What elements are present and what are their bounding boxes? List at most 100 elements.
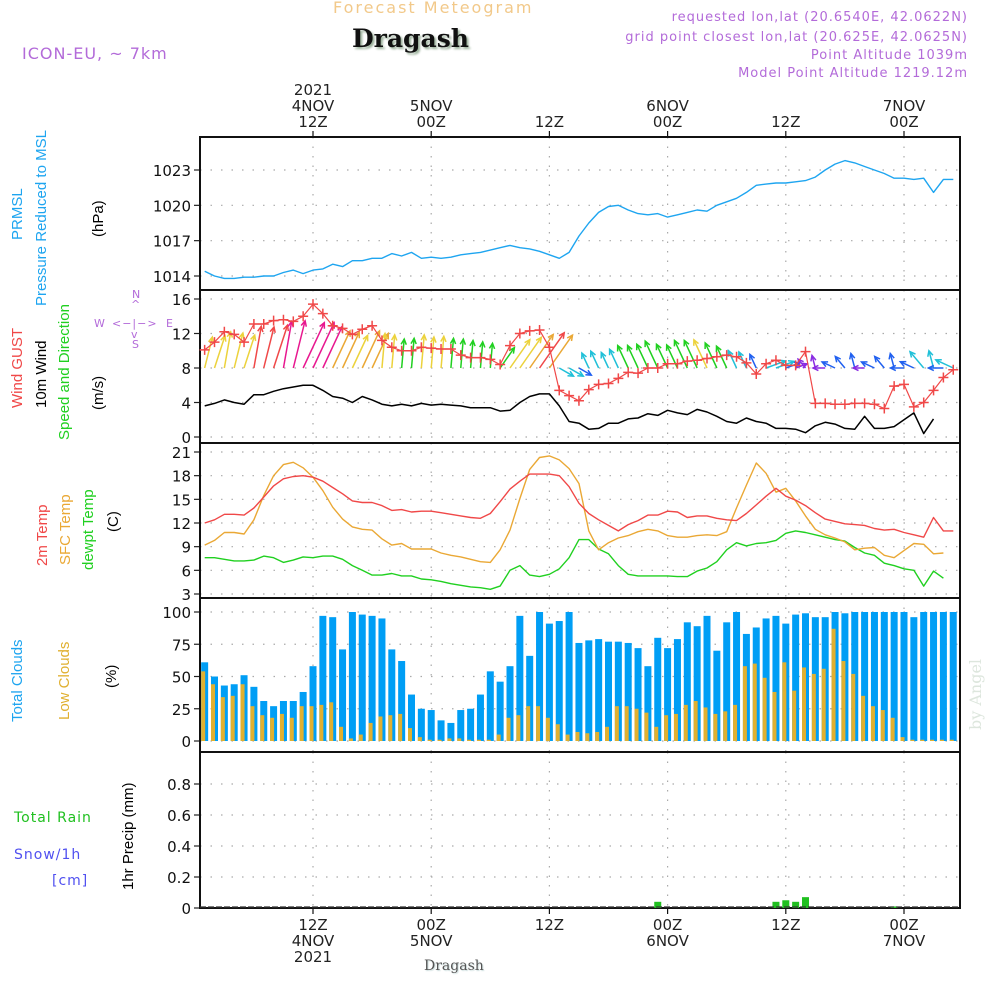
wind-arrow-shaft: [410, 338, 415, 369]
wind-arrow-head: [787, 360, 796, 367]
wind-arrow: [851, 364, 865, 372]
low-cloud-bar: [880, 710, 885, 741]
wind-arrow-shaft: [460, 339, 465, 369]
low-cloud-bar: [211, 684, 215, 741]
wind-arrow-shaft: [889, 353, 895, 369]
wind-ytick-label: 0: [181, 429, 191, 447]
total-cloud-bar: [920, 612, 928, 741]
total-cloud-bar: [713, 650, 721, 741]
pressure-ytick-label: 1020: [153, 197, 191, 215]
wind-arrow: [926, 364, 944, 372]
total-cloud-bar: [339, 649, 347, 741]
wind-arrow-shaft: [243, 334, 256, 369]
wind-arrow-head: [381, 331, 388, 340]
wind-arrow-head: [547, 333, 555, 341]
wind-arrow: [626, 343, 639, 369]
gust-marker: [889, 381, 900, 392]
low-cloud-bar: [949, 739, 954, 741]
low-cloud-bar: [457, 738, 462, 741]
gust-marker: [248, 319, 259, 330]
total-cloud-bar: [772, 615, 780, 741]
wind-arrow-head: [898, 360, 907, 367]
total-cloud-bar: [644, 666, 652, 741]
low-cloud-bar: [841, 661, 846, 741]
clouds-ytick-label: 75: [172, 636, 191, 654]
wind-arrow-shaft: [381, 333, 386, 369]
gust-marker: [780, 360, 791, 371]
wind-arrow: [749, 352, 757, 369]
wind-arrow: [673, 338, 688, 369]
bottom-time-label: 00Z: [889, 916, 918, 934]
wind-arrow: [704, 341, 718, 369]
wind-arrow: [859, 361, 875, 369]
total-cloud-bar: [565, 612, 573, 741]
gust-marker: [948, 364, 959, 375]
temp-ytick-label: 12: [172, 515, 191, 533]
wind-arrow-head: [488, 341, 496, 350]
wind-arrow-shaft: [440, 336, 445, 369]
wind-arrow-head: [567, 370, 575, 378]
wind-arrow: [600, 350, 610, 369]
wind-arrow-shaft: [263, 326, 275, 369]
low-cloud-bar: [811, 673, 816, 741]
gust-marker: [317, 308, 328, 319]
total-cloud-bar: [654, 637, 662, 741]
low-cloud-bar: [319, 704, 324, 741]
total-cloud-bar: [870, 612, 878, 741]
wind-arrow-head: [851, 364, 859, 372]
total-cloud-bar: [467, 708, 475, 741]
wind-arrow-head: [834, 355, 842, 363]
wind-arrow: [908, 350, 925, 369]
wind-arrow-shaft: [850, 353, 856, 369]
gust-marker: [869, 399, 880, 410]
wind-ytick-label: 16: [172, 291, 191, 309]
wind-arrow-head: [282, 323, 290, 332]
wind10-line: [204, 384, 935, 435]
total-cloud-bar: [319, 615, 327, 741]
wind-arrow-head: [300, 319, 308, 327]
total-cloud-bar: [723, 622, 731, 741]
wind-arrow: [430, 335, 437, 369]
bottom-time-label: 7NOV: [883, 932, 926, 950]
compass-s-label: S: [132, 338, 139, 351]
low-cloud-bar: [565, 734, 570, 741]
model-point-altitude: Model Point Altitude 1219.12m: [738, 66, 968, 81]
gust-marker: [298, 311, 309, 322]
low-cloud-bar: [605, 726, 609, 741]
wind-arrow-shaft: [626, 345, 639, 369]
low-cloud-bar: [437, 739, 442, 741]
wind-arrow-head: [738, 350, 744, 358]
gust-marker: [810, 398, 821, 409]
wind-arrow-head: [238, 331, 245, 340]
total-cloud-bar: [526, 655, 534, 741]
wind-arrow-head: [704, 341, 711, 350]
wind-arrow: [292, 319, 308, 369]
gust-marker: [692, 355, 703, 366]
wind-arrow-shaft: [430, 336, 435, 369]
total-cloud-bar: [595, 639, 603, 741]
gust-marker: [859, 398, 870, 409]
total-cloud-bar: [683, 622, 691, 741]
gust-marker: [386, 342, 397, 353]
top-time-label: 7NOV: [883, 97, 926, 115]
bottom-time-label: 5NOV: [410, 932, 453, 950]
rain-bar: [782, 900, 790, 908]
wind-arrow-shaft: [636, 343, 649, 369]
gust-marker: [662, 358, 673, 369]
total-cloud-bar: [890, 612, 898, 741]
total-cloud-bar: [496, 681, 504, 741]
wind-arrow-shaft: [899, 360, 915, 369]
total-cloud-bar: [417, 708, 425, 741]
wind-arrow-shaft: [361, 330, 381, 369]
wind-ytick-label: 12: [172, 326, 191, 344]
wind-arrow-head: [749, 352, 756, 361]
low-cloud-bar: [742, 666, 747, 741]
gust-marker: [416, 342, 427, 353]
gust-marker: [908, 401, 919, 412]
total-cloud-bar: [880, 612, 888, 741]
dewpoint-line: [204, 530, 944, 590]
low-cloud-bar: [250, 706, 255, 741]
gust-marker: [721, 350, 732, 361]
wind-arrow-shaft: [450, 338, 455, 369]
total-cloud-bar: [486, 671, 494, 741]
